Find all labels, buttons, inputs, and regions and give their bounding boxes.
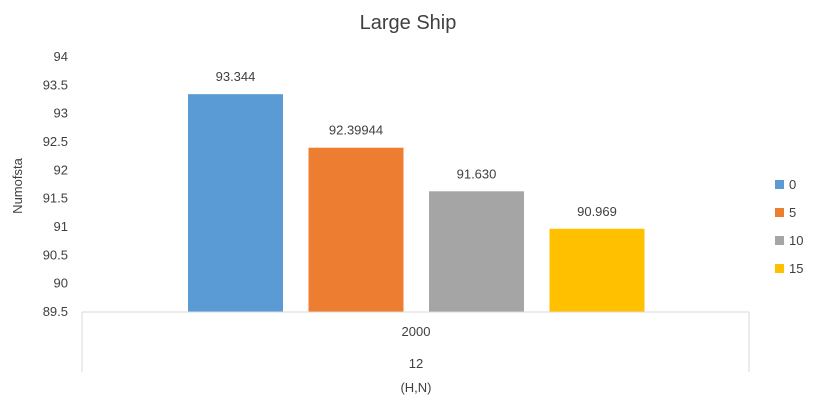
legend-swatch-5 <box>775 208 784 217</box>
y-tick-label: 91.5 <box>43 191 68 206</box>
data-label-series-15: 90.969 <box>577 204 617 219</box>
bar-series-5 <box>308 147 404 312</box>
y-tick-label: 91 <box>54 219 68 234</box>
y-tick-label: 93 <box>54 106 68 121</box>
data-labels: 93.344 92.39944 91.630 90.969 <box>216 69 617 219</box>
legend-label-0: 0 <box>789 177 796 192</box>
y-axis-ticks: 89.5 90 90.5 91 91.5 92 92.5 93 93.5 94 <box>43 49 68 319</box>
legend-swatch-10 <box>775 236 784 245</box>
legend-label-5: 5 <box>789 205 796 220</box>
legend-label-10: 10 <box>789 233 803 248</box>
chart-title: Large Ship <box>360 12 457 34</box>
legend: 0 5 10 15 <box>775 177 803 276</box>
bar-series-0 <box>188 94 283 312</box>
y-tick-label: 92 <box>54 162 68 177</box>
bar-series-10 <box>429 191 524 312</box>
x-axis-label: (H,N) <box>400 380 431 395</box>
x-axis: 2000 12 (H,N) <box>81 311 750 395</box>
y-tick-label: 93.5 <box>43 77 68 92</box>
bar-series-15 <box>549 228 645 312</box>
category-label-n: 12 <box>409 356 423 371</box>
y-tick-label: 90.5 <box>43 247 68 262</box>
legend-label-15: 15 <box>789 261 803 276</box>
data-label-series-0: 93.344 <box>216 69 256 84</box>
y-tick-label: 94 <box>54 49 68 64</box>
y-tick-label: 90 <box>54 276 68 291</box>
y-tick-label: 89.5 <box>43 304 68 319</box>
legend-swatch-15 <box>775 264 784 273</box>
data-label-series-10: 91.630 <box>457 166 497 181</box>
y-tick-label: 92.5 <box>43 134 68 149</box>
legend-swatch-0 <box>775 180 784 189</box>
category-label-h: 2000 <box>402 324 431 339</box>
bars <box>188 94 645 312</box>
y-axis-label: Numofsta <box>10 157 25 213</box>
data-label-series-5: 92.39944 <box>329 123 383 138</box>
